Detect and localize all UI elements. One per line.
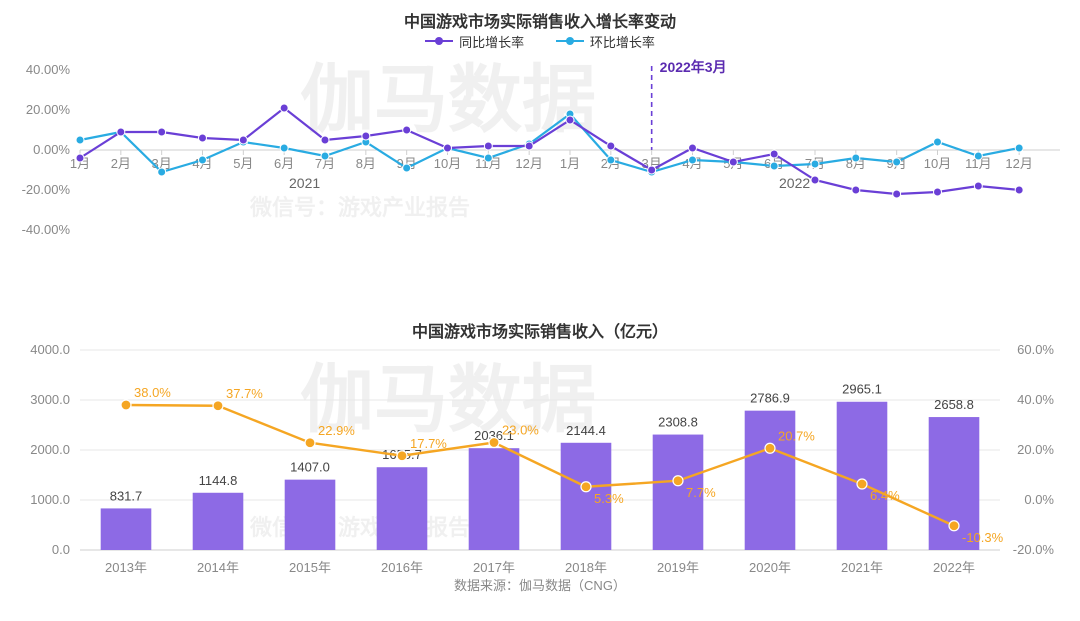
svg-text:37.7%: 37.7%: [226, 386, 263, 401]
svg-text:2022年: 2022年: [933, 560, 975, 575]
svg-text:2786.9: 2786.9: [750, 391, 790, 406]
bar: [469, 448, 520, 550]
svg-text:12月: 12月: [1005, 156, 1032, 171]
svg-text:1月: 1月: [560, 156, 580, 171]
svg-text:2019年: 2019年: [657, 560, 699, 575]
revenue-chart: 中国游戏市场实际销售收入（亿元） 伽马数据 微信号：游戏产业报告 0.01000…: [0, 300, 1080, 600]
svg-text:2965.1: 2965.1: [842, 382, 882, 397]
svg-text:0.00%: 0.00%: [33, 142, 70, 157]
svg-text:2658.8: 2658.8: [934, 397, 974, 412]
svg-text:-20.00%: -20.00%: [22, 182, 71, 197]
svg-text:2000.0: 2000.0: [30, 442, 70, 457]
svg-text:-20.0%: -20.0%: [1013, 542, 1055, 557]
bar: [101, 508, 152, 550]
svg-text:2016年: 2016年: [381, 560, 423, 575]
svg-text:-40.00%: -40.00%: [22, 222, 71, 237]
svg-text:40.0%: 40.0%: [1017, 392, 1054, 407]
svg-text:20.00%: 20.00%: [26, 102, 71, 117]
svg-text:1407.0: 1407.0: [290, 460, 330, 475]
svg-text:3000.0: 3000.0: [30, 392, 70, 407]
svg-text:2021: 2021: [289, 175, 320, 191]
svg-text:7.7%: 7.7%: [686, 485, 716, 500]
bar: [377, 467, 428, 550]
svg-text:831.7: 831.7: [110, 488, 143, 503]
svg-text:4000.0: 4000.0: [30, 342, 70, 357]
svg-text:1144.8: 1144.8: [199, 473, 238, 488]
bottom-chart-svg: 0.0 1000.0 2000.0 3000.0 4000.0 -20.0% 0.0% 20.…: [0, 300, 1080, 600]
svg-text:2018年: 2018年: [565, 560, 607, 575]
top-chart-svg: -40.00%-20.00%0.00%20.00%40.00%1月2月3月4月5…: [0, 0, 1080, 290]
svg-text:20.0%: 20.0%: [1017, 442, 1054, 457]
svg-text:60.0%: 60.0%: [1017, 342, 1054, 357]
bar: [193, 493, 244, 550]
svg-text:2015年: 2015年: [289, 560, 331, 575]
svg-text:8月: 8月: [356, 156, 376, 171]
svg-text:2308.8: 2308.8: [658, 415, 698, 430]
svg-text:2014年: 2014年: [197, 560, 239, 575]
svg-text:2021年: 2021年: [841, 560, 883, 575]
svg-text:1000.0: 1000.0: [30, 492, 70, 507]
svg-text:2013年: 2013年: [105, 560, 147, 575]
svg-text:0.0%: 0.0%: [1024, 492, 1054, 507]
svg-text:2020年: 2020年: [749, 560, 791, 575]
svg-text:17.7%: 17.7%: [410, 436, 447, 451]
svg-text:5.3%: 5.3%: [594, 491, 624, 506]
svg-text:40.00%: 40.00%: [26, 62, 71, 77]
svg-text:23.0%: 23.0%: [502, 423, 539, 438]
svg-text:38.0%: 38.0%: [134, 385, 171, 400]
svg-text:6月: 6月: [274, 156, 294, 171]
svg-text:5月: 5月: [233, 156, 253, 171]
svg-text:-10.3%: -10.3%: [962, 530, 1004, 545]
callout-label: 2022年3月: [660, 59, 727, 75]
svg-text:22.9%: 22.9%: [318, 423, 355, 438]
svg-text:2月: 2月: [111, 156, 131, 171]
svg-text:0.0: 0.0: [52, 542, 70, 557]
svg-text:20.7%: 20.7%: [778, 428, 815, 443]
svg-text:10月: 10月: [434, 156, 461, 171]
growth-rate-chart: 中国游戏市场实际销售收入增长率变动 同比增长率 环比增长率 伽马数据 微信号：游…: [0, 0, 1080, 290]
svg-text:10月: 10月: [924, 156, 951, 171]
bar: [285, 480, 336, 550]
data-source: 数据来源：伽马数据（CNG）: [0, 575, 1080, 594]
svg-text:2144.4: 2144.4: [566, 423, 606, 438]
svg-text:6.4%: 6.4%: [870, 488, 900, 503]
svg-text:2017年: 2017年: [473, 560, 515, 575]
svg-text:2022: 2022: [779, 175, 810, 191]
svg-text:12月: 12月: [515, 156, 542, 171]
